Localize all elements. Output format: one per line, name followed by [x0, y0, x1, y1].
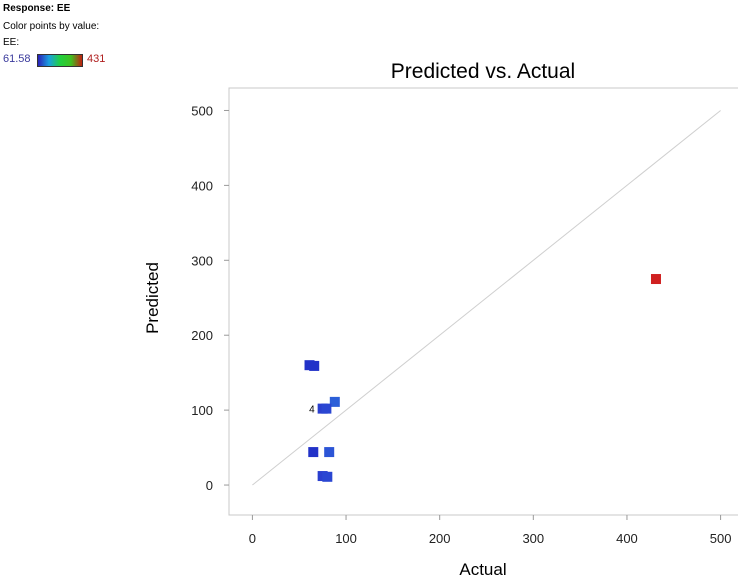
color-legend: Response: EE Color points by value: EE: … — [3, 3, 163, 69]
x-tick-label: 500 — [710, 531, 732, 546]
reference-line — [252, 110, 721, 486]
legend-max-label: 431 — [87, 53, 106, 65]
color-gradient-bar — [37, 54, 83, 67]
data-point — [324, 447, 335, 458]
y-tick-label: 0 — [206, 478, 213, 493]
data-point — [650, 274, 661, 285]
data-point — [322, 471, 333, 482]
color-by-caption: Color points by value: — [3, 21, 100, 32]
plot-area-frame — [228, 87, 738, 516]
y-axis-ticks: 0 100 200 300 400 500 — [191, 103, 229, 493]
x-tick-label: 300 — [522, 531, 544, 546]
data-point — [308, 447, 319, 458]
y-tick-label: 500 — [191, 103, 213, 118]
x-axis-ticks: 0 100 200 300 400 500 — [249, 515, 732, 546]
point-label: 4 — [309, 405, 315, 416]
x-tick-label: 100 — [335, 531, 357, 546]
variable-label: EE: — [3, 37, 20, 48]
x-tick-label: 0 — [249, 531, 256, 546]
x-axis-label: Actual — [459, 560, 506, 579]
data-point — [329, 396, 340, 407]
y-tick-label: 400 — [191, 178, 213, 193]
response-heading: Response: EE — [3, 3, 71, 14]
y-axis-label: Predicted — [143, 262, 162, 334]
x-tick-label: 200 — [429, 531, 451, 546]
chart-title: Predicted vs. Actual — [391, 60, 575, 83]
data-point — [309, 360, 320, 371]
data-points: 4 — [304, 274, 661, 482]
legend-min-label: 61.58 — [3, 53, 31, 65]
y-tick-label: 200 — [191, 328, 213, 343]
y-tick-label: 300 — [191, 253, 213, 268]
y-tick-label: 100 — [191, 403, 213, 418]
data-point — [321, 403, 332, 414]
x-tick-label: 400 — [616, 531, 638, 546]
